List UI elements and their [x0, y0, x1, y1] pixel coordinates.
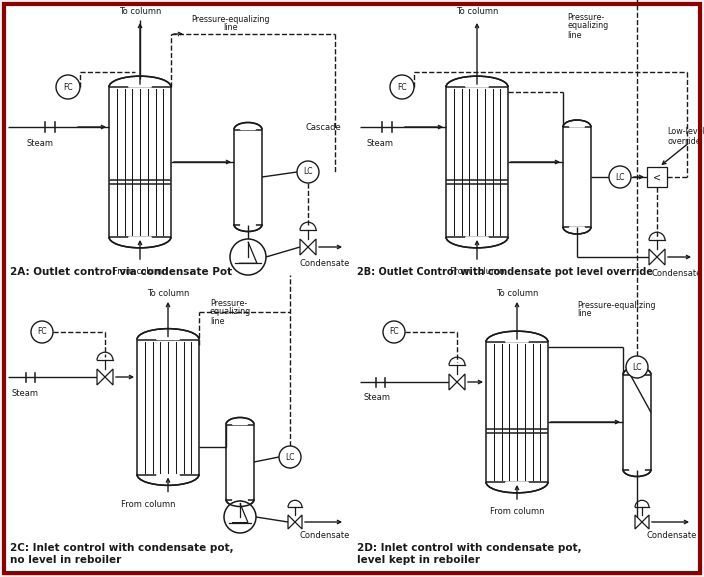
Text: Steam: Steam [27, 138, 54, 148]
Circle shape [230, 239, 266, 275]
Wedge shape [570, 227, 584, 234]
Polygon shape [97, 369, 105, 385]
Bar [563, 127, 591, 227]
Circle shape [297, 161, 319, 183]
Bar [623, 374, 651, 470]
Text: equalizing: equalizing [210, 308, 251, 317]
Circle shape [609, 166, 631, 188]
Wedge shape [157, 328, 179, 339]
Wedge shape [506, 331, 528, 342]
Bar [226, 425, 254, 500]
Polygon shape [449, 374, 457, 390]
Wedge shape [129, 76, 151, 87]
Text: Low-level: Low-level [667, 128, 704, 137]
Polygon shape [288, 515, 295, 529]
Text: line: line [210, 317, 225, 325]
Bar [647, 167, 667, 187]
Text: override: override [667, 137, 700, 145]
Text: LC: LC [303, 167, 313, 177]
Text: Condensate: Condensate [300, 531, 350, 541]
Wedge shape [506, 482, 528, 493]
Wedge shape [629, 367, 644, 374]
Text: LC: LC [615, 173, 624, 182]
Polygon shape [295, 515, 302, 529]
Text: FC: FC [397, 83, 407, 92]
Bar [137, 339, 199, 474]
Polygon shape [642, 515, 649, 529]
Text: To column: To column [496, 288, 538, 298]
Text: Pressure-: Pressure- [567, 13, 604, 21]
Circle shape [390, 75, 414, 99]
Circle shape [224, 501, 256, 533]
Polygon shape [300, 239, 308, 255]
Circle shape [279, 446, 301, 468]
Text: line: line [577, 309, 591, 319]
Bar [4, 289, 352, 573]
Polygon shape [457, 374, 465, 390]
Polygon shape [635, 515, 642, 529]
Text: Cascade: Cascade [305, 122, 341, 132]
Polygon shape [308, 239, 316, 255]
Text: Condensate: Condensate [652, 268, 702, 278]
Text: 2C: Inlet control with condensate pot,
no level in reboiler: 2C: Inlet control with condensate pot, n… [10, 544, 234, 565]
Wedge shape [233, 417, 247, 425]
Text: FC: FC [63, 83, 73, 92]
Text: Condensate: Condensate [647, 531, 697, 541]
Bar [352, 289, 700, 573]
Text: Pressure-: Pressure- [210, 298, 247, 308]
Text: From column: From column [121, 500, 175, 509]
Bar [486, 342, 548, 482]
Text: FC: FC [37, 328, 46, 336]
Text: LC: LC [632, 362, 642, 372]
Text: To column: To column [455, 8, 498, 17]
Circle shape [56, 75, 80, 99]
Wedge shape [629, 470, 644, 477]
Wedge shape [466, 237, 488, 248]
Text: line: line [567, 31, 582, 39]
Wedge shape [233, 500, 247, 507]
Wedge shape [129, 237, 151, 248]
Text: Pressure-equalizing: Pressure-equalizing [577, 301, 655, 309]
Text: 2D: Inlet control with condensate pot,
level kept in reboiler: 2D: Inlet control with condensate pot, l… [357, 544, 582, 565]
Bar [4, 4, 352, 289]
Text: line: line [222, 24, 237, 32]
Text: 2B: Outlet Control with condensate pot level override: 2B: Outlet Control with condensate pot l… [357, 267, 653, 277]
Text: equalizing: equalizing [567, 21, 608, 31]
Text: <: < [653, 172, 661, 182]
Polygon shape [657, 249, 665, 265]
Text: LC: LC [285, 452, 295, 462]
Text: From column: From column [450, 268, 504, 276]
Circle shape [383, 321, 405, 343]
Text: 2A: Outlet control via condensate Pot: 2A: Outlet control via condensate Pot [10, 267, 232, 277]
Text: From column: From column [113, 268, 168, 276]
Text: FC: FC [389, 328, 398, 336]
Polygon shape [649, 249, 657, 265]
Wedge shape [466, 76, 488, 87]
Wedge shape [241, 122, 256, 129]
Wedge shape [157, 474, 179, 486]
Bar [109, 87, 171, 237]
Wedge shape [570, 119, 584, 127]
Text: To column: To column [119, 8, 161, 17]
Bar [446, 87, 508, 237]
Circle shape [626, 356, 648, 378]
Text: To column: To column [147, 288, 189, 298]
Bar [352, 4, 700, 289]
Wedge shape [241, 224, 256, 232]
Polygon shape [105, 369, 113, 385]
Text: Condensate: Condensate [300, 258, 350, 268]
Text: Steam: Steam [363, 394, 391, 403]
Circle shape [31, 321, 53, 343]
Text: Steam: Steam [11, 388, 39, 398]
Text: Pressure-equalizing: Pressure-equalizing [191, 14, 269, 24]
Bar [234, 129, 262, 224]
Text: From column: From column [490, 508, 544, 516]
Text: Steam: Steam [367, 138, 394, 148]
